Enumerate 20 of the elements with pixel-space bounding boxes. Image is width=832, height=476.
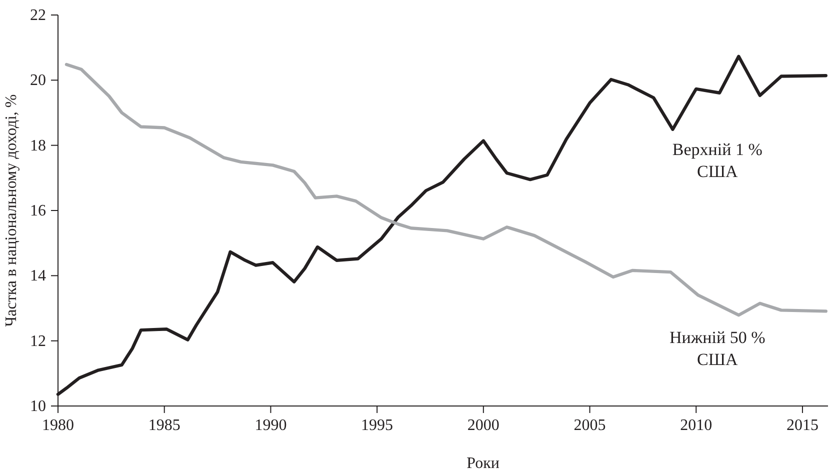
x-axis-title: Роки [466, 455, 500, 472]
y-tick-label: 20 [30, 72, 46, 90]
y-tick-label: 10 [30, 398, 46, 415]
y-tick-label: 22 [30, 7, 46, 24]
y-tick-label: 12 [30, 332, 46, 350]
y-axis-title: Частка в національному доході, % [3, 94, 20, 327]
x-tick-label: 2000 [467, 417, 500, 434]
x-tick-label: 2005 [574, 417, 606, 434]
x-tick-label: 2015 [786, 417, 818, 434]
x-tick-label: 2010 [680, 417, 712, 434]
x-tick-label: 1985 [148, 417, 180, 434]
y-tick-label: 14 [30, 268, 46, 285]
x-tick-label: 1980 [42, 417, 74, 434]
series-label: Верхній 1 % США [672, 140, 762, 181]
y-tick-label: 16 [30, 202, 46, 220]
x-tick-label: 1995 [361, 417, 394, 434]
line-series [64, 62, 828, 317]
x-tick-label: 1990 [254, 417, 287, 434]
series-label: Нижній 50 % США [670, 328, 766, 370]
y-tick-label: 18 [30, 137, 46, 154]
